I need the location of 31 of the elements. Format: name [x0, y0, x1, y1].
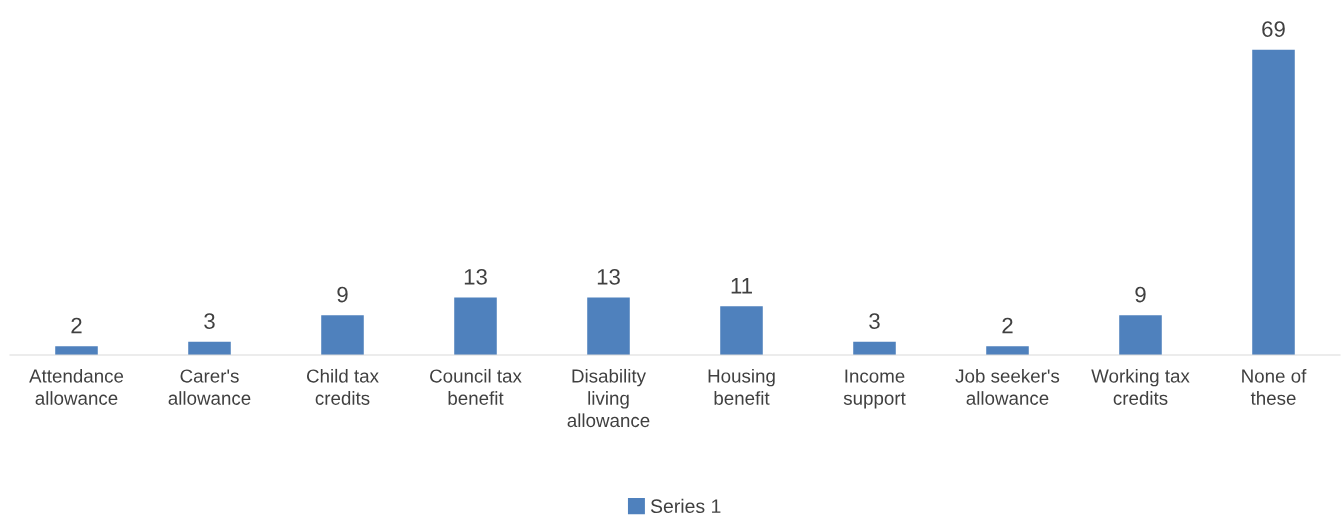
x-tick-label: Housing benefit	[708, 368, 775, 405]
x-tick-label: Disability living allowance	[567, 368, 650, 428]
bar	[1252, 49, 1295, 355]
x-tick-label: Child tax credits	[306, 368, 379, 405]
data-label: 2	[71, 317, 82, 334]
bar	[321, 315, 364, 355]
data-label: 9	[1135, 286, 1146, 303]
x-tick-label: Working tax credits	[1091, 368, 1190, 405]
data-label: 13	[464, 269, 487, 285]
bar	[720, 306, 763, 355]
data-label: 13	[597, 269, 620, 285]
bar	[55, 346, 98, 355]
legend-label: Series 1	[650, 498, 721, 514]
bar	[454, 297, 497, 355]
data-label: 9	[337, 286, 348, 303]
data-label: 11	[731, 278, 752, 294]
x-tick-label: Carer's allowance	[168, 369, 251, 405]
data-label: 69	[1262, 21, 1285, 37]
bar	[587, 297, 630, 355]
x-tick-label: None of these	[1242, 368, 1307, 405]
bar	[188, 341, 231, 355]
x-tick-label: Attendance allowance	[29, 368, 124, 405]
bar	[1119, 315, 1162, 355]
x-tick-label: Council tax benefit	[430, 368, 522, 405]
data-label: 3	[204, 313, 215, 329]
x-tick-label: Job seeker's allowance	[955, 368, 1060, 405]
bar	[853, 341, 896, 355]
data-label: 2	[1002, 317, 1013, 334]
data-label: 3	[869, 313, 880, 329]
bar	[986, 346, 1029, 355]
x-tick-label: Income support	[843, 369, 906, 409]
